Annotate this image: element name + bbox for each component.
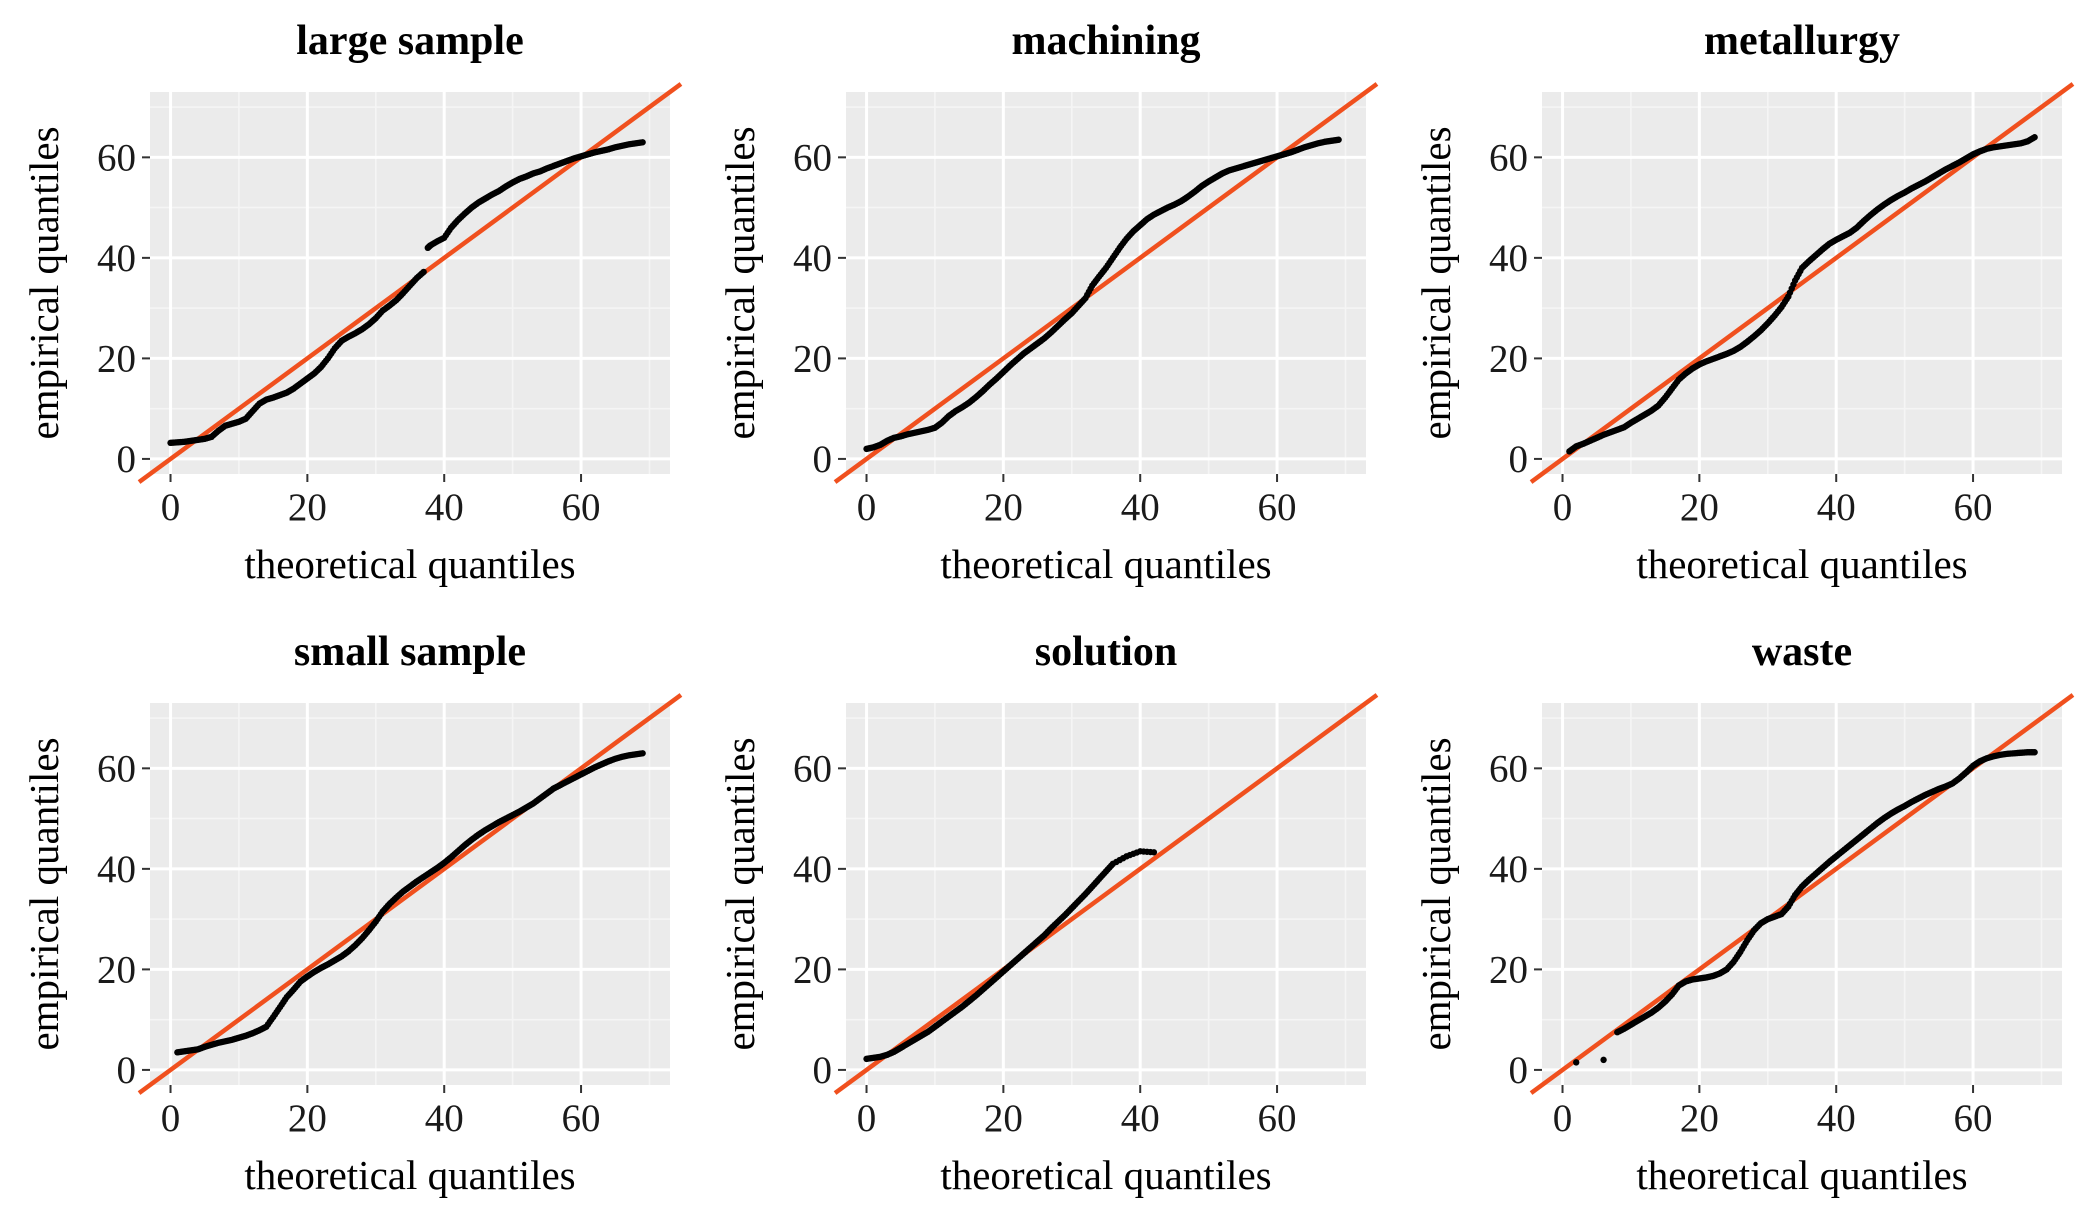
y-tick-label: 40 [793, 237, 832, 280]
qq-panel: metallurgy 0 20 40 60 0 20 40 60 theoretical quan… [1413, 18, 2075, 587]
x-tick-label: 0 [1553, 486, 1573, 529]
point-cloud [1573, 749, 2038, 1066]
data-point [1150, 849, 1158, 856]
y-tick-label: 40 [793, 848, 832, 891]
x-tick-label: 40 [425, 1097, 464, 1140]
panel-title: solution [1035, 629, 1177, 675]
data-point [639, 139, 646, 146]
point-cloud [863, 136, 1342, 453]
data-point [2031, 749, 2038, 756]
y-tick-label: 60 [793, 747, 832, 790]
x-tick-label: 60 [562, 486, 601, 529]
x-tick-label: 40 [1121, 486, 1160, 529]
y-tick-label: 0 [117, 1049, 137, 1092]
y-tick-label: 0 [813, 438, 833, 481]
x-tick-label: 20 [984, 1097, 1023, 1140]
panel-title: metallurgy [1704, 18, 1900, 64]
y-tick-label: 40 [1489, 848, 1528, 891]
y-axis-label: empirical quantiles [21, 126, 67, 439]
point-cloud [863, 848, 1158, 1063]
x-axis-label: theoretical quantiles [244, 541, 575, 587]
x-tick-label: 20 [288, 1097, 327, 1140]
x-tick-label: 60 [1258, 1097, 1297, 1140]
data-point [2031, 134, 2038, 141]
y-tick-label: 20 [97, 337, 136, 380]
x-tick-label: 20 [1680, 486, 1719, 529]
x-tick-label: 0 [161, 1097, 181, 1140]
x-tick-label: 20 [1680, 1097, 1719, 1140]
x-tick-label: 0 [1553, 1097, 1573, 1140]
data-point [639, 750, 646, 757]
x-tick-label: 20 [984, 486, 1023, 529]
y-tick-label: 60 [97, 136, 136, 179]
x-tick-label: 40 [1817, 1097, 1856, 1140]
y-tick-label: 60 [1489, 747, 1528, 790]
y-tick-label: 0 [1509, 1049, 1529, 1092]
point-cloud [1566, 134, 2038, 455]
panel-title: waste [1752, 629, 1852, 675]
x-axis-label: theoretical quantiles [1636, 1152, 1967, 1198]
x-tick-label: 60 [1954, 486, 1993, 529]
y-tick-label: 20 [1489, 337, 1528, 380]
data-point [420, 268, 427, 276]
x-tick-label: 0 [857, 486, 877, 529]
qq-panel: waste 0 20 40 60 0 20 40 60 theoretical quantiles… [1413, 629, 2075, 1198]
y-tick-label: 40 [97, 848, 136, 891]
x-tick-label: 40 [1121, 1097, 1160, 1140]
y-axis-label: empirical quantiles [717, 126, 763, 439]
panel-title: machining [1011, 18, 1200, 64]
qq-panel: machining 0 20 40 60 0 20 40 60 theoretical quant… [717, 18, 1379, 587]
qq-panel: large sample 0 20 40 60 0 20 40 60 theoretical qu… [21, 18, 683, 587]
x-axis-label: theoretical quantiles [940, 1152, 1271, 1198]
reference-line [833, 693, 1379, 1095]
data-point [1335, 136, 1342, 143]
y-axis-label: empirical quantiles [1413, 126, 1459, 439]
panel-title: small sample [294, 629, 526, 675]
y-tick-label: 40 [1489, 237, 1528, 280]
x-tick-label: 60 [1258, 486, 1297, 529]
point-cloud [167, 139, 646, 447]
y-tick-label: 0 [117, 438, 137, 481]
y-tick-label: 0 [813, 1049, 833, 1092]
y-axis-label: empirical quantiles [717, 737, 763, 1050]
x-tick-label: 0 [161, 486, 181, 529]
x-tick-label: 0 [857, 1097, 877, 1140]
y-tick-label: 20 [97, 948, 136, 991]
qq-panel: solution 0 20 40 60 0 20 40 60 theoretical quanti… [717, 629, 1379, 1198]
y-axis-label: empirical quantiles [21, 737, 67, 1050]
y-axis-label: empirical quantiles [1413, 737, 1459, 1050]
x-axis-label: theoretical quantiles [1636, 541, 1967, 587]
x-tick-label: 60 [562, 1097, 601, 1140]
x-tick-label: 40 [425, 486, 464, 529]
reference-line [137, 693, 683, 1095]
y-tick-label: 20 [793, 337, 832, 380]
y-tick-label: 60 [1489, 136, 1528, 179]
y-tick-label: 60 [97, 747, 136, 790]
y-tick-label: 20 [793, 948, 832, 991]
y-tick-label: 60 [793, 136, 832, 179]
data-point [1573, 1059, 1580, 1066]
x-tick-label: 40 [1817, 486, 1856, 529]
x-tick-label: 20 [288, 486, 327, 529]
y-tick-label: 0 [1509, 438, 1529, 481]
y-tick-label: 20 [1489, 948, 1528, 991]
y-tick-label: 40 [97, 237, 136, 280]
panel-title: large sample [296, 18, 523, 64]
x-axis-label: theoretical quantiles [244, 1152, 575, 1198]
x-tick-label: 60 [1954, 1097, 1993, 1140]
point-cloud [174, 750, 646, 1056]
qq-panel: small sample 0 20 40 60 0 20 40 60 theoretical qu… [21, 629, 683, 1198]
x-axis-label: theoretical quantiles [940, 541, 1271, 587]
data-point [1600, 1056, 1607, 1064]
